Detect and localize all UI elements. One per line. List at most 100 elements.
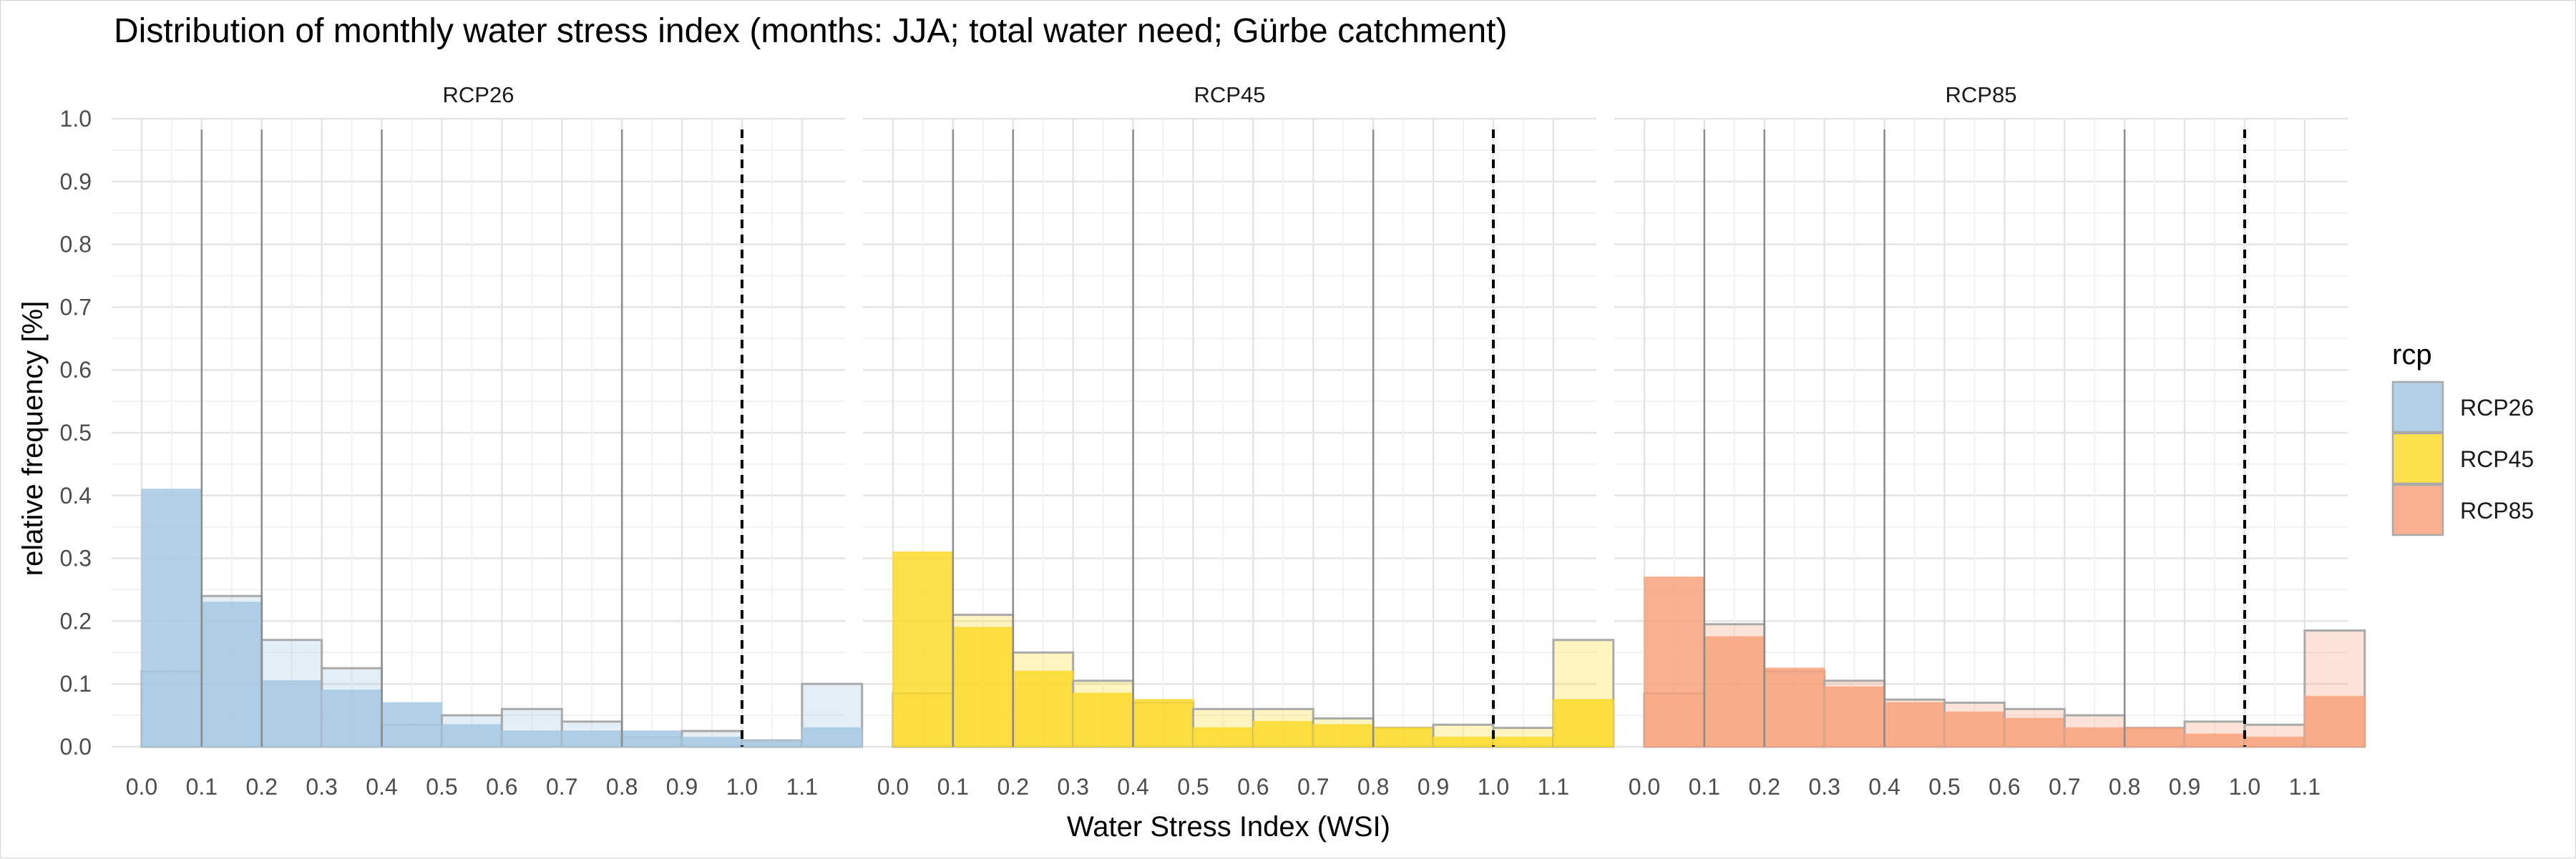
bar-near-future — [681, 736, 743, 747]
bar-near-future — [2004, 717, 2066, 747]
bar-near-future — [741, 740, 803, 747]
grid — [863, 117, 1596, 748]
x-tick-label: 0.7 — [2049, 774, 2080, 800]
x-tick-label: 0.5 — [1177, 774, 1209, 800]
bar-near-future — [2303, 695, 2366, 748]
legend-item-rcp26: RCP26 — [2391, 381, 2534, 433]
bar-near-future — [501, 730, 563, 747]
x-tick-label: 0.5 — [426, 774, 457, 800]
x-tick-label: 0.9 — [2169, 774, 2200, 800]
x-tick-label: 0.7 — [546, 774, 577, 800]
legend-swatch — [2391, 381, 2444, 433]
bars — [892, 551, 1615, 748]
x-tick-label: 0.8 — [2109, 774, 2140, 800]
bars — [1643, 576, 2366, 748]
x-tick-label: 0.1 — [937, 774, 969, 800]
bar-near-future — [2243, 736, 2306, 747]
legend-swatch — [2391, 432, 2444, 485]
x-tick-label: 0.2 — [1749, 774, 1780, 800]
y-tick-label: 0.5 — [60, 420, 92, 446]
y-axis-label: relative frequency [%] — [17, 301, 49, 576]
bar-near-future — [952, 627, 1014, 747]
x-tick-label: 0.4 — [366, 774, 397, 800]
facet-rcp45: RCP45 0.0 0.1 0.2 0.3 0.4 0.5 0.6 0.7 0.8 0.9 1.0 1.… — [863, 82, 1615, 800]
bar-near-future — [1012, 670, 1074, 748]
bar-near-future — [2064, 727, 2126, 747]
bar-near-future — [260, 679, 323, 747]
legend: rcp RCP26 RCP45 RCP85 — [2391, 339, 2534, 536]
bar-near-future — [1312, 724, 1375, 748]
facets-layer: RCP26 0.0 0.1 0.2 0.3 0.4 0.5 0.6 0.7 0.8 0.9 1.0 1.… — [60, 82, 2366, 800]
x-tick-label: 0.7 — [1297, 774, 1329, 800]
bar-near-future — [1552, 699, 1614, 748]
legend-item-rcp45: RCP45 — [2391, 432, 2534, 485]
legend-label: RCP26 — [2460, 395, 2534, 421]
y-tick-label: 0.3 — [60, 546, 92, 571]
bar-near-future — [1492, 736, 1554, 747]
bar-near-future — [892, 551, 954, 747]
bar-near-future — [381, 702, 443, 747]
x-tick-label: 1.1 — [1538, 774, 1569, 800]
x-tick-label: 0.1 — [1689, 774, 1720, 800]
x-tick-label: 0.6 — [1989, 774, 2020, 800]
y-tick-label: 0.0 — [60, 734, 92, 760]
x-tick-label: 0.5 — [1928, 774, 1960, 800]
bar-near-future — [1433, 736, 1494, 747]
x-tick-label: 0.9 — [666, 774, 698, 800]
bar-near-future — [1643, 576, 1705, 747]
x-tick-label: 0.8 — [606, 774, 638, 800]
facet-strip-label: RCP26 — [443, 82, 514, 107]
x-tick-label: 0.0 — [877, 774, 909, 800]
x-tick-label: 0.4 — [1117, 774, 1148, 800]
bar-near-future — [200, 602, 263, 747]
x-tick-label: 0.9 — [1418, 774, 1449, 800]
x-tick-label: 0.2 — [246, 774, 278, 800]
chart-title: Distribution of monthly water stress ind… — [114, 12, 1508, 50]
facet-strip-label: RCP45 — [1194, 82, 1266, 107]
facet-strip-label: RCP85 — [1946, 82, 2017, 107]
legend-item-rcp85: RCP85 — [2391, 484, 2534, 536]
x-tick-label: 1.0 — [726, 774, 758, 800]
y-tick-label: 0.6 — [60, 357, 92, 383]
bar-near-future — [561, 730, 623, 747]
bar-near-future — [1703, 636, 1765, 747]
bar-near-future — [2124, 727, 2186, 747]
legend-label: RCP85 — [2460, 498, 2534, 524]
bar-near-future — [1372, 727, 1435, 747]
bar-near-future — [801, 727, 863, 747]
legend-swatch — [2391, 484, 2444, 536]
x-tick-label: 0.4 — [1868, 774, 1900, 800]
bar-near-future — [1943, 711, 2006, 748]
bar-near-future — [1763, 667, 1825, 747]
y-tick-label: 0.1 — [60, 671, 92, 697]
x-tick-label: 0.1 — [186, 774, 218, 800]
x-tick-label: 0.3 — [306, 774, 337, 800]
x-tick-label: 0.3 — [1808, 774, 1840, 800]
bar-near-future — [1823, 686, 1885, 748]
x-tick-label: 1.0 — [2229, 774, 2260, 800]
facet-rcp26: RCP26 0.0 0.1 0.2 0.3 0.4 0.5 0.6 0.7 0.8 0.9 1.0 1.… — [60, 82, 864, 800]
bar-near-future — [441, 724, 503, 748]
legend-title: rcp — [2392, 339, 2432, 370]
y-tick-label: 0.2 — [60, 608, 92, 634]
bar-near-future — [1192, 727, 1254, 747]
y-tick-label: 0.4 — [60, 483, 92, 509]
x-tick-label: 1.1 — [786, 774, 818, 800]
x-axis-label: Water Stress Index (WSI) — [1067, 811, 1390, 843]
x-tick-label: 0.2 — [997, 774, 1029, 800]
legend-label: RCP45 — [2460, 446, 2534, 472]
x-tick-label: 0.6 — [1237, 774, 1269, 800]
x-tick-label: 0.8 — [1357, 774, 1389, 800]
y-tick-label: 1.0 — [60, 106, 92, 132]
x-tick-label: 1.1 — [2289, 774, 2321, 800]
x-tick-label: 0.0 — [1629, 774, 1660, 800]
y-tick-label: 0.7 — [60, 294, 92, 320]
bar-near-future — [1132, 699, 1194, 748]
bar-near-future — [1883, 702, 1946, 747]
bar-near-future — [1072, 692, 1134, 747]
y-tick-label: 0.8 — [60, 232, 92, 257]
bar-near-future — [321, 689, 383, 747]
y-tick-label: 0.9 — [60, 169, 92, 195]
